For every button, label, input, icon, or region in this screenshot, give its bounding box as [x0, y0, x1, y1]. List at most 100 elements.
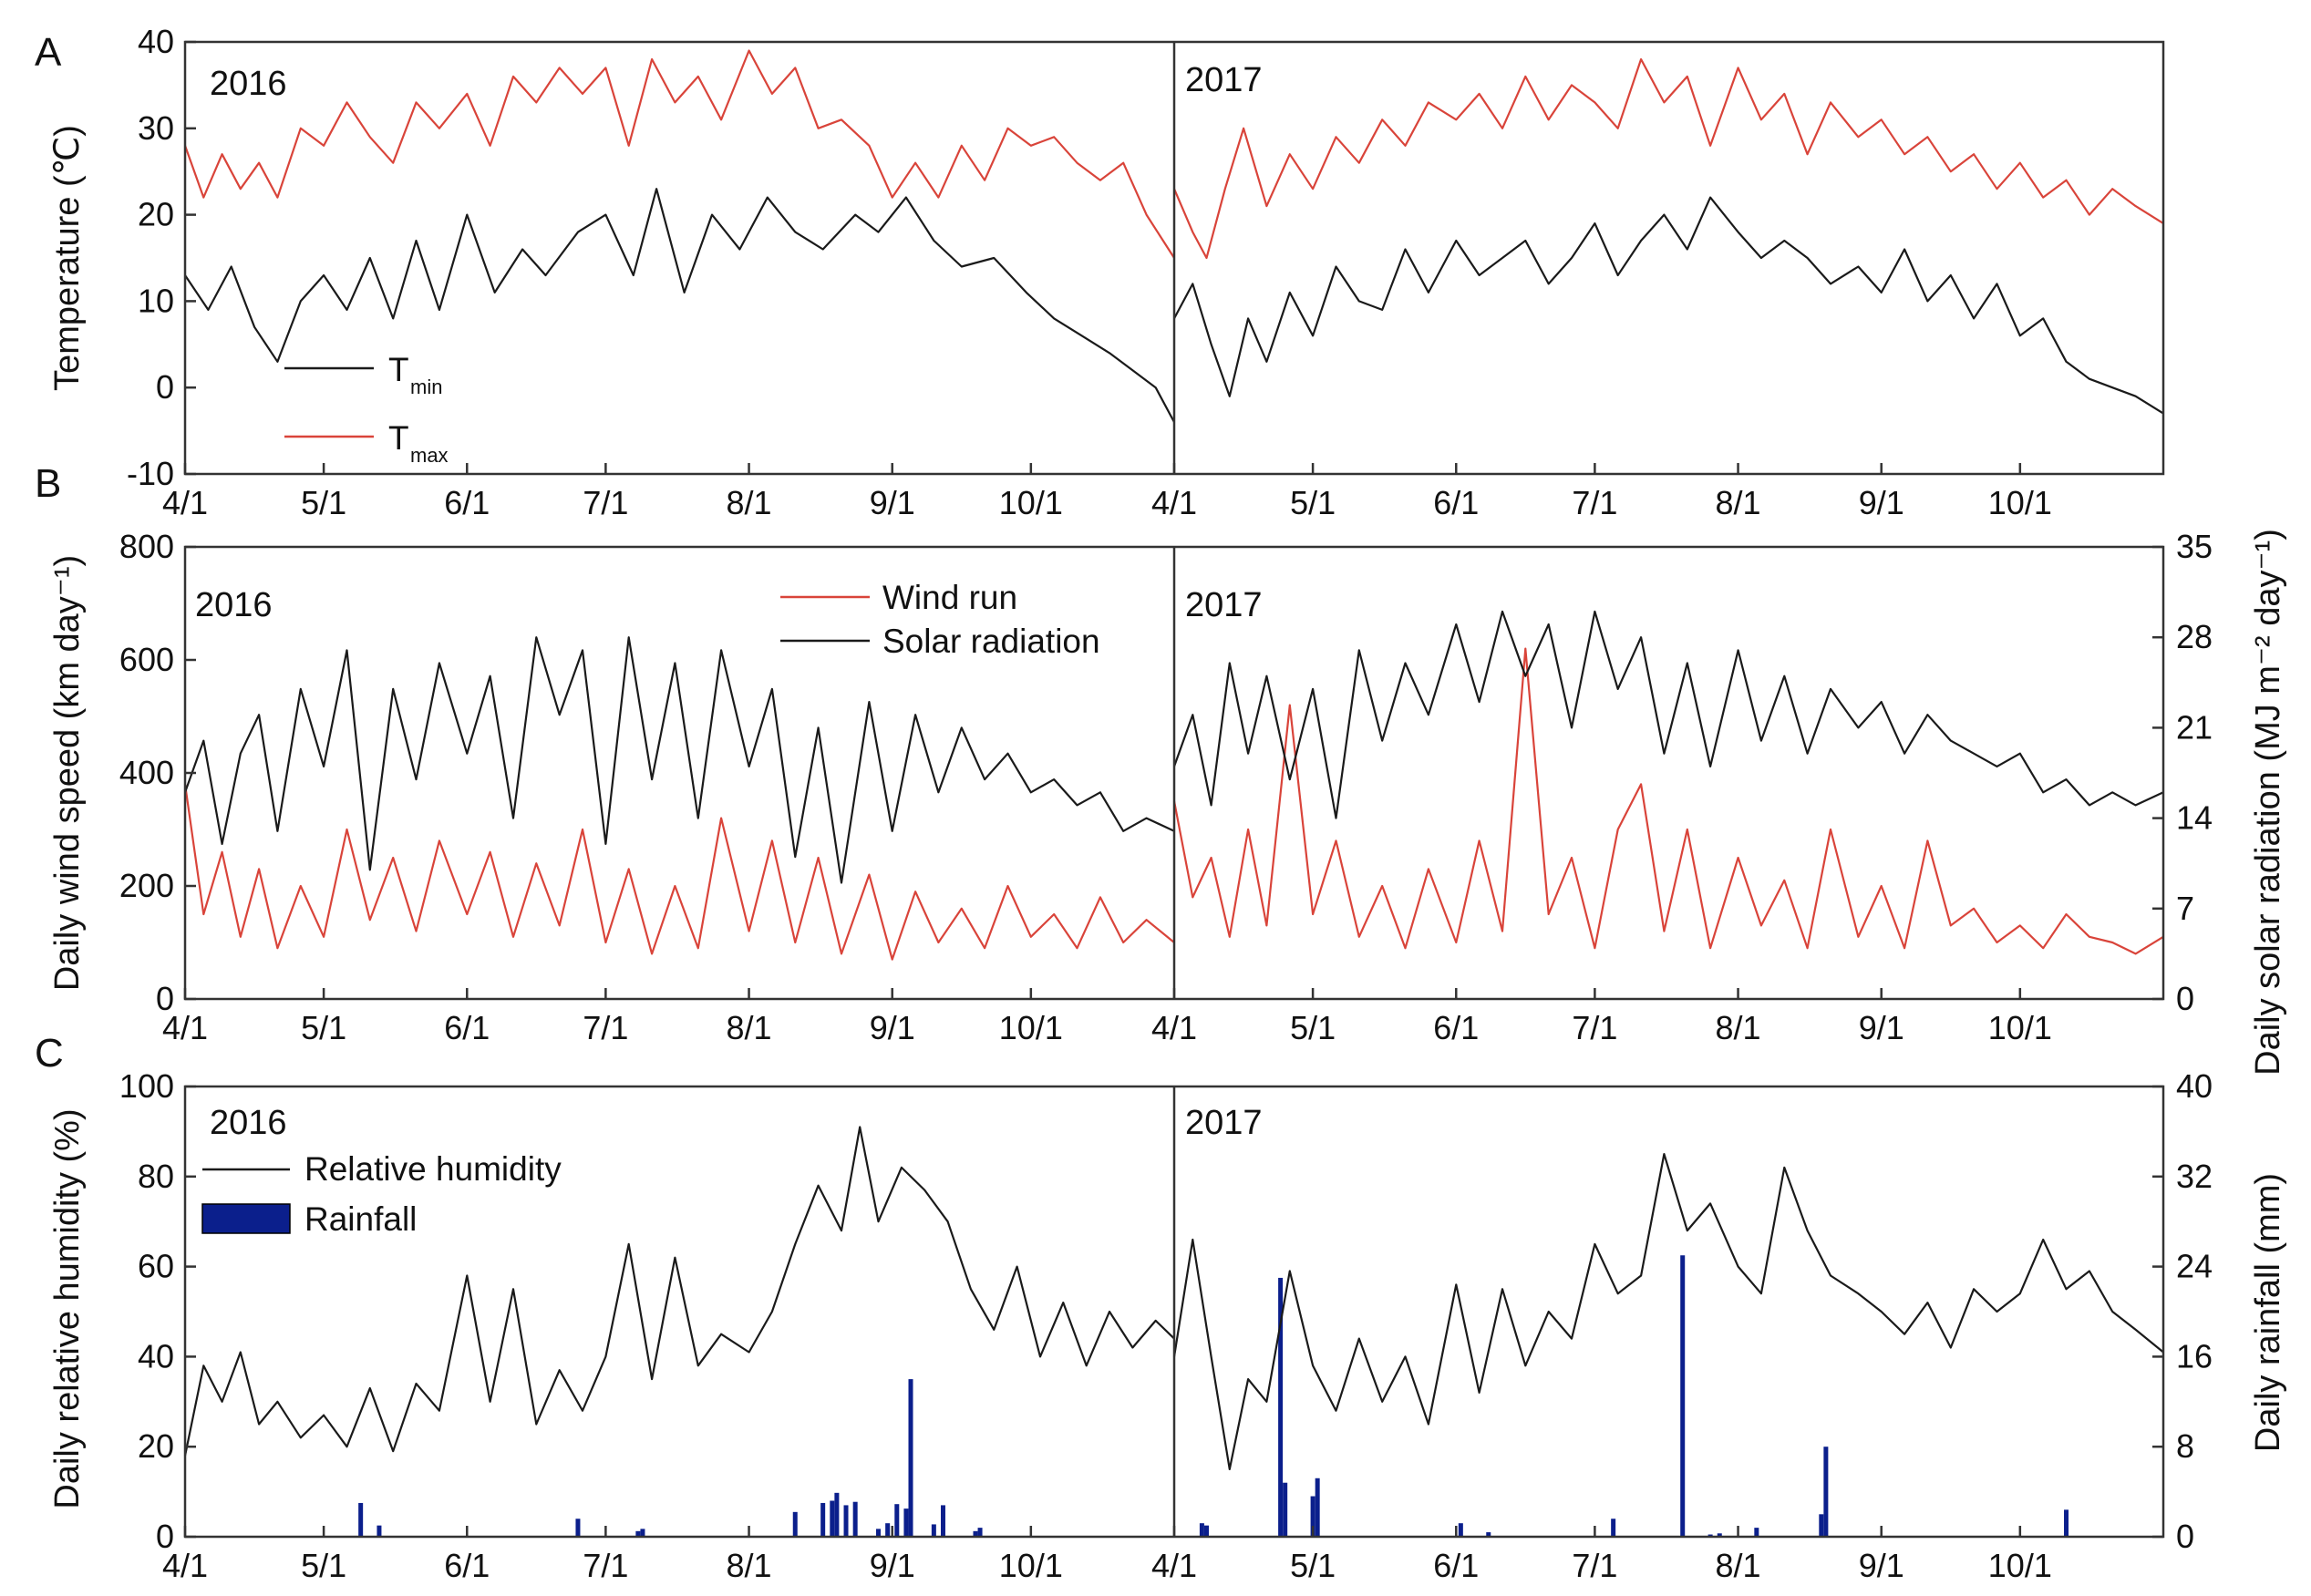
- x-tick-label: 4/1: [162, 484, 208, 521]
- panel-c-year-2016: 2016: [210, 1104, 287, 1142]
- x-tick-label: 8/1: [1716, 484, 1761, 521]
- x-tick-label: 10/1: [1988, 1547, 2052, 1584]
- x-tick-label: 10/1: [1988, 1009, 2052, 1046]
- rainfall-bar: [635, 1530, 641, 1537]
- rainfall-bar: [2064, 1509, 2069, 1537]
- series-line-tmax-2017: [1172, 57, 2164, 260]
- rainfall-bar: [834, 1492, 840, 1537]
- y-tick-left-label: 10: [138, 282, 174, 319]
- x-tick-label: 4/1: [1151, 1547, 1197, 1584]
- rainfall-bar: [1199, 1523, 1204, 1537]
- panel-a-year-2016: 2016: [210, 65, 287, 103]
- x-tick-label: 4/1: [162, 1547, 208, 1584]
- rainfall-bar: [1283, 1482, 1288, 1537]
- panel-b-year-2016: 2016: [195, 586, 273, 624]
- y-tick-right-label: 21: [2176, 708, 2213, 746]
- legend-rh-label: Relative humidity: [304, 1150, 562, 1188]
- x-tick-label: 9/1: [870, 1547, 915, 1584]
- x-tick-label: 8/1: [727, 484, 772, 521]
- series-line-wind-run-2017: [1172, 647, 2164, 955]
- y-tick-right-label: 8: [2176, 1427, 2194, 1465]
- x-tick-label: 9/1: [1859, 1547, 1904, 1584]
- panel-a-year-2017: 2017: [1185, 61, 1263, 99]
- y-tick-left-label: 20: [138, 196, 174, 233]
- y-tick-left-label: 200: [119, 867, 174, 904]
- x-tick-label: 8/1: [1716, 1009, 1761, 1046]
- panel-c-legend: Relative humidity Rainfall: [201, 1150, 562, 1238]
- y-tick-left-label: 30: [138, 109, 174, 147]
- rainfall-bar: [940, 1505, 945, 1537]
- y-tick-right-label: 16: [2176, 1337, 2213, 1375]
- rainfall-bar: [377, 1525, 382, 1537]
- rainfall-bar: [843, 1505, 849, 1537]
- y-tick-left-label: 40: [138, 23, 174, 60]
- rainfall-bar: [792, 1511, 798, 1537]
- panel-b-legend: Wind run Solar radiation: [780, 579, 1100, 660]
- y-tick-left-label: 60: [138, 1248, 174, 1285]
- rainfall-bar: [820, 1502, 826, 1537]
- x-tick-label: 5/1: [301, 484, 346, 521]
- x-tick-label: 5/1: [1290, 1547, 1336, 1584]
- y-tick-right-label: 7: [2176, 890, 2194, 927]
- y-tick-right-label: 0: [2176, 980, 2194, 1017]
- legend-tmax-subscript: max: [410, 444, 449, 467]
- y-tick-right-label: 35: [2176, 528, 2213, 565]
- rainfall-bar: [1717, 1533, 1722, 1537]
- panel-a-legend: T min T max: [284, 351, 449, 467]
- x-tick-label: 8/1: [1716, 1547, 1761, 1584]
- x-tick-label: 9/1: [870, 484, 915, 521]
- x-tick-label: 10/1: [999, 1547, 1063, 1584]
- y-tick-left-label: 40: [138, 1337, 174, 1375]
- x-tick-label: 9/1: [1859, 1009, 1904, 1046]
- panel-a-temperature: -10 0 10 20 30 40 4/1 5/1 6/1 7/1 8/1 9/1 10/1 4/1 5/…: [48, 23, 2165, 521]
- rainfall-bar: [876, 1529, 882, 1537]
- panel-c-year-2017: 2017: [1185, 1104, 1263, 1142]
- rainfall-bar: [575, 1519, 581, 1537]
- rainfall-bar: [885, 1523, 891, 1537]
- x-tick-label: 4/1: [1151, 1009, 1197, 1046]
- rainfall-bar: [1458, 1523, 1463, 1537]
- legend-rain-label: Rainfall: [304, 1200, 417, 1238]
- series-line-solar-radiation-2016: [183, 636, 1175, 884]
- x-tick-label: 9/1: [870, 1009, 915, 1046]
- y-tick-left-label: 0: [156, 368, 174, 406]
- x-tick-label: 4/1: [162, 1009, 208, 1046]
- rainfall-bar: [973, 1530, 978, 1537]
- series-line-wind-run-2016: [183, 784, 1175, 961]
- panel-a-ylabel: Temperature (℃): [48, 125, 87, 391]
- x-tick-label: 6/1: [444, 484, 490, 521]
- rainfall-bar: [908, 1379, 913, 1537]
- legend-rain-swatch: [201, 1203, 291, 1234]
- x-tick-label: 7/1: [1572, 1009, 1617, 1046]
- rainfall-bar: [640, 1529, 645, 1537]
- y-tick-left-label: 0: [156, 980, 174, 1017]
- panel-b-wind-solar: 0 200 400 600 800 0 7 14 21 28 35 4/1 5/1 6/1 7/1 8/1 9…: [48, 528, 2287, 1076]
- y-tick-left-label: 600: [119, 641, 174, 678]
- legend-tmin-label: T: [388, 351, 409, 388]
- rainfall-bar: [830, 1500, 835, 1537]
- series-line-solar-radiation-2017: [1172, 610, 2164, 819]
- x-tick-label: 7/1: [1572, 1547, 1617, 1584]
- rainfall-bar: [852, 1501, 858, 1537]
- rainfall-bar: [903, 1508, 909, 1537]
- legend-tmin-subscript: min: [410, 376, 442, 398]
- rainfall-bar: [1203, 1525, 1209, 1537]
- x-tick-label: 10/1: [999, 484, 1063, 521]
- y-tick-right-label: 0: [2176, 1518, 2194, 1555]
- panel-c-humidity-rainfall: 0 20 40 60 80 100 0 8 16 24 32 40 4/1 5/1 6/1 7/1 8/1 9/…: [48, 1067, 2287, 1584]
- legend-wind-label: Wind run: [882, 579, 1017, 616]
- x-tick-label: 6/1: [1433, 484, 1479, 521]
- y-tick-right-label: 32: [2176, 1158, 2213, 1195]
- rainfall-bar: [894, 1504, 900, 1537]
- panel-b-ylabel-right: Daily solar radiation (MJ m⁻² day⁻¹): [2249, 529, 2287, 1076]
- y-tick-left-label: 800: [119, 528, 174, 565]
- series-line-relative-humidity-2017: [1172, 1152, 2164, 1471]
- y-tick-left-label: 80: [138, 1158, 174, 1195]
- rainfall-bar: [1611, 1519, 1616, 1537]
- panel-letter-c: C: [35, 1031, 64, 1076]
- y-tick-right-label: 24: [2176, 1248, 2213, 1285]
- series-line-tmin-2016: [184, 188, 1175, 423]
- x-tick-label: 5/1: [301, 1547, 346, 1584]
- panel-c-ylabel-right: Daily rainfall (mm): [2249, 1173, 2287, 1452]
